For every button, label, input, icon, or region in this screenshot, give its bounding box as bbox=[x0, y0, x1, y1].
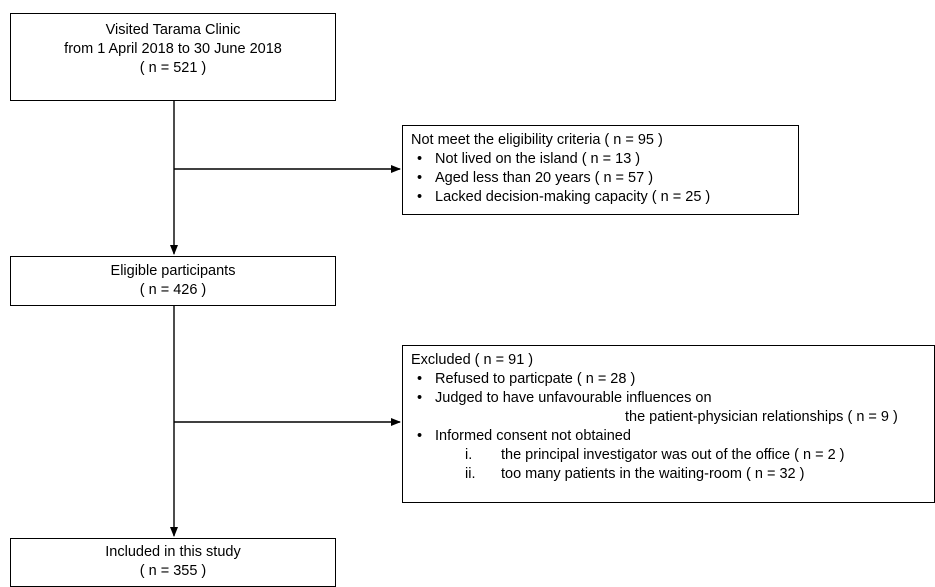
box-excluded: Excluded ( n = 91 ) Refused to particpat… bbox=[402, 345, 935, 503]
exclusion2-item-judged: Judged to have unfavourable influences o… bbox=[411, 389, 926, 408]
subitem-marker: ii. bbox=[465, 466, 476, 482]
subitem-text: too many patients in the waiting-room ( … bbox=[501, 466, 805, 482]
exclusion1-item: Aged less than 20 years ( n = 57 ) bbox=[411, 169, 790, 188]
start-line-3: ( n = 521 ) bbox=[139, 60, 207, 76]
exclusion1-item: Lacked decision-making capacity ( n = 25… bbox=[411, 188, 790, 207]
included-line-1: Included in this study bbox=[105, 544, 241, 560]
exclusion2-subitem: ii. too many patients in the waiting-roo… bbox=[411, 465, 926, 484]
subitem-marker: i. bbox=[465, 447, 473, 463]
box-not-eligible: Not meet the eligibility criteria ( n = … bbox=[402, 125, 799, 215]
box-eligible-participants: Eligible participants ( n = 426 ) bbox=[10, 256, 336, 306]
subitem-text: the principal investigator was out of th… bbox=[501, 447, 845, 463]
eligible-line-2: ( n = 426 ) bbox=[139, 282, 207, 298]
box-visited-clinic: Visited Tarama Clinic from 1 April 2018 … bbox=[10, 13, 336, 101]
start-line-2: from 1 April 2018 to 30 June 2018 bbox=[64, 41, 282, 57]
start-line-1: Visited Tarama Clinic bbox=[105, 22, 241, 38]
exclusion2-item-judged-continued: the patient-physician relationships ( n … bbox=[625, 409, 898, 425]
exclusion2-title: Excluded ( n = 91 ) bbox=[411, 352, 534, 368]
box-included-study: Included in this study ( n = 355 ) bbox=[10, 538, 336, 587]
exclusion2-item-refused: Refused to particpate ( n = 28 ) bbox=[411, 370, 926, 389]
exclusion1-title: Not meet the eligibility criteria ( n = … bbox=[411, 132, 663, 148]
exclusion2-subitem: i. the principal investigator was out of… bbox=[411, 446, 926, 465]
included-line-2: ( n = 355 ) bbox=[139, 563, 207, 579]
exclusion1-item: Not lived on the island ( n = 13 ) bbox=[411, 150, 790, 169]
eligible-line-1: Eligible participants bbox=[110, 263, 236, 279]
exclusion2-item-consent: Informed consent not obtained bbox=[411, 427, 926, 446]
